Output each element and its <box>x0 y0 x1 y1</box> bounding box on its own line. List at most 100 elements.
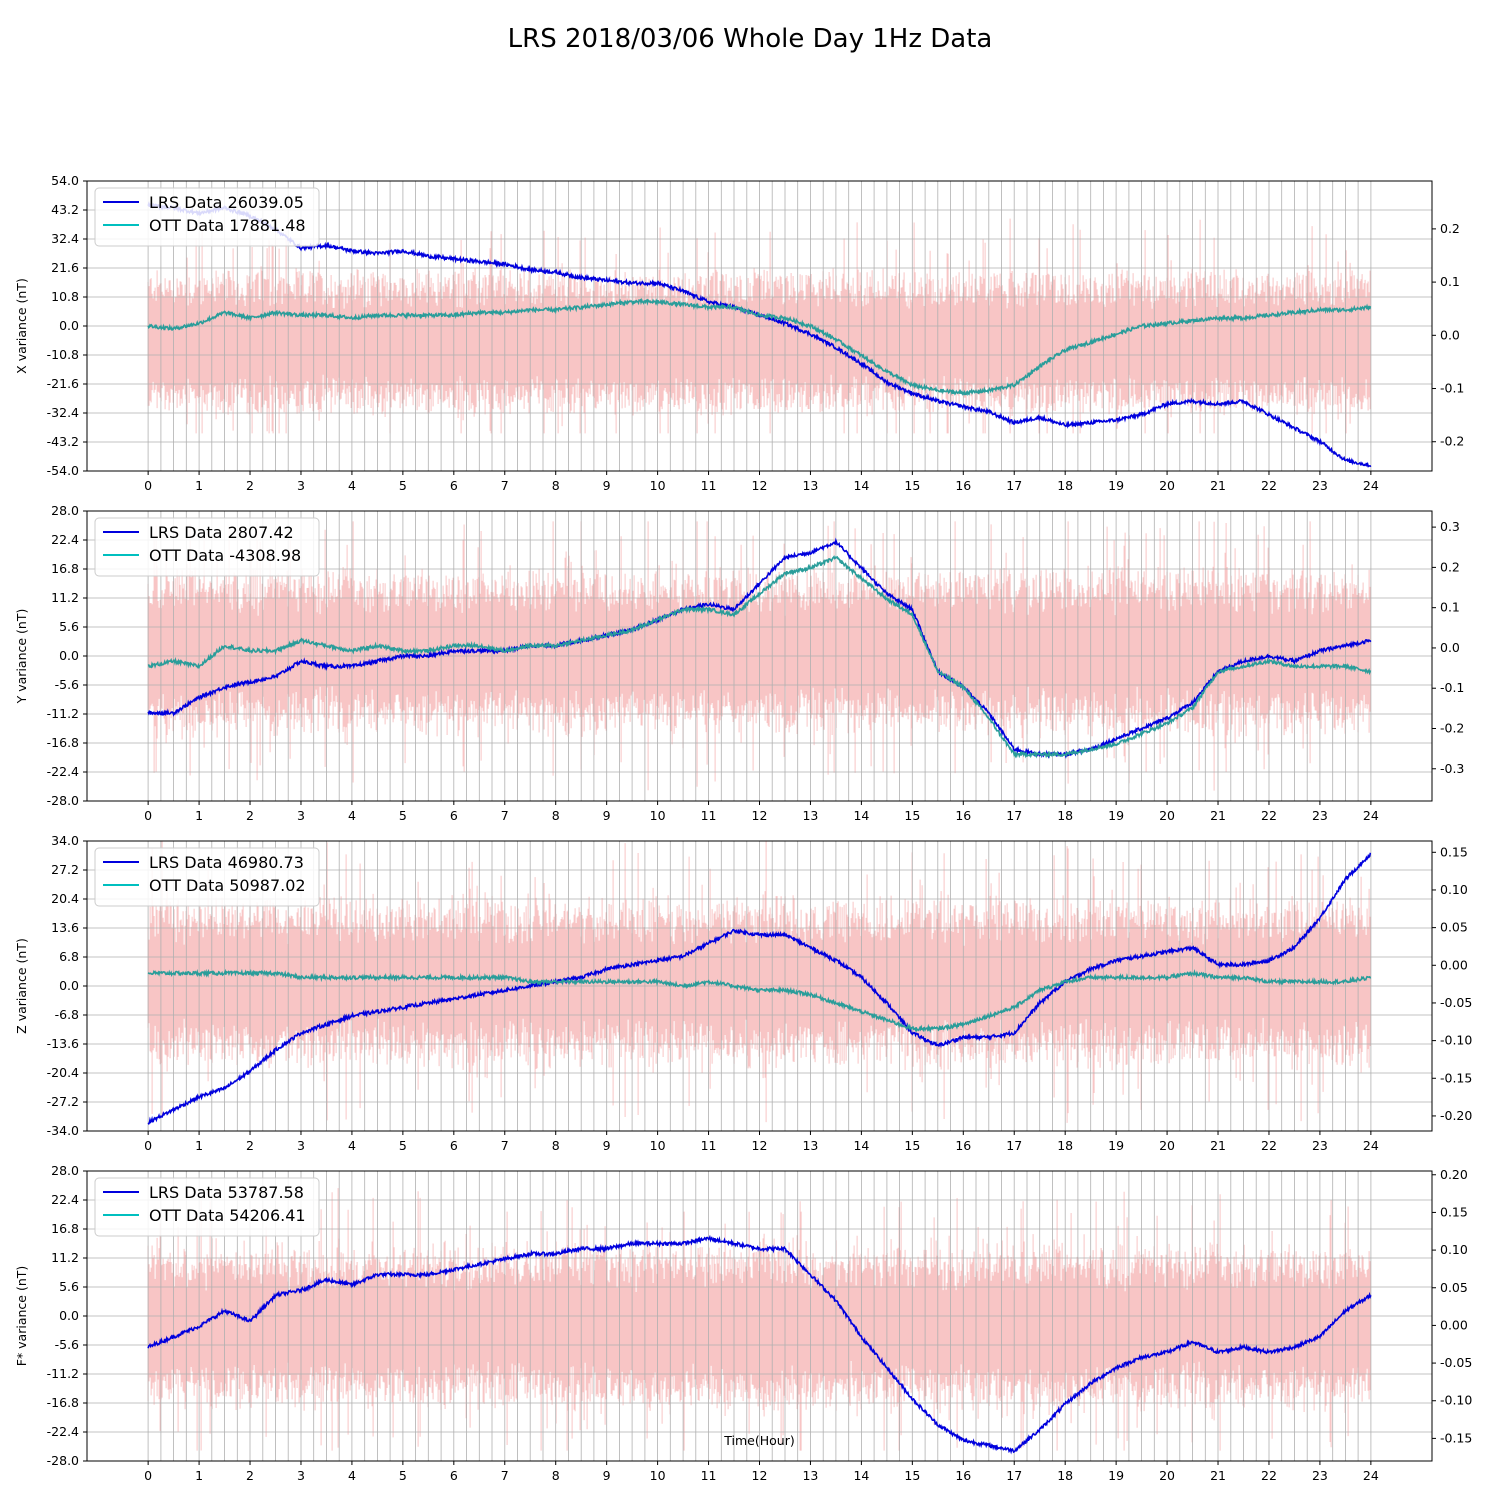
y-tick-label: -16.8 <box>47 735 79 750</box>
series-line-lrs <box>147 1234 1372 1455</box>
x-tick-label: 6 <box>450 1138 458 1153</box>
y2-tick-label: 0.10 <box>1440 1242 1468 1257</box>
x-tick-label: 10 <box>650 1138 666 1153</box>
x-tick-label: 24 <box>1363 1468 1379 1483</box>
x-tick-label: 6 <box>450 808 458 823</box>
y-tick-label: 22.4 <box>51 1192 79 1207</box>
x-tick-label: 23 <box>1312 808 1328 823</box>
x-tick-label: 1 <box>195 1138 203 1153</box>
legend-box <box>94 1177 320 1237</box>
x-tick-label: 21 <box>1210 1138 1226 1153</box>
figure-title: LRS 2018/03/06 Whole Day 1Hz Data <box>507 24 993 54</box>
legend-entry: OTT Data 50987.02 <box>149 876 306 895</box>
series-line-lrs <box>147 537 1372 759</box>
x-tick-label: 8 <box>552 808 560 823</box>
x-tick-label: 12 <box>752 1468 768 1483</box>
series-line-lrs <box>147 852 1372 1126</box>
legend-box <box>94 847 320 907</box>
x-tick-label: 18 <box>1057 478 1073 493</box>
x-tick-label: 3 <box>297 1138 305 1153</box>
x-tick-label: 20 <box>1159 808 1175 823</box>
y-tick-label: 54.0 <box>51 173 79 188</box>
x-tick-label: 21 <box>1210 808 1226 823</box>
x-tick-label: 1 <box>195 808 203 823</box>
series-line-ott <box>147 297 1372 397</box>
x-tick-label: 19 <box>1108 1468 1124 1483</box>
x-tick-label: 14 <box>853 1138 869 1153</box>
y-tick-label: 11.2 <box>51 590 79 605</box>
x-tick-label: 10 <box>650 1468 666 1483</box>
y-tick-label: -22.4 <box>47 1424 79 1439</box>
y-tick-label: -28.0 <box>47 793 79 808</box>
y-tick-label: -6.8 <box>55 1007 79 1022</box>
x-tick-label: 16 <box>955 478 971 493</box>
x-tick-label: 9 <box>603 808 611 823</box>
y-tick-label: -54.0 <box>47 463 79 478</box>
y-tick-label: 5.6 <box>59 1279 79 1294</box>
x-tick-label: 6 <box>450 478 458 493</box>
x-tick-label: 21 <box>1210 478 1226 493</box>
y-tick-label: -28.0 <box>47 1453 79 1468</box>
y-axis-label: Y variance (nT) <box>14 609 29 705</box>
x-tick-label: 24 <box>1363 1138 1379 1153</box>
y-tick-label: 16.8 <box>51 1221 79 1236</box>
y-axis-label: X variance (nT) <box>14 278 29 374</box>
y-tick-label: -13.6 <box>47 1036 79 1051</box>
legend-entry: OTT Data 17881.48 <box>149 216 306 235</box>
x-tick-label: 19 <box>1108 808 1124 823</box>
y2-tick-label: 0.05 <box>1440 1280 1468 1295</box>
x-tick-label: 13 <box>802 1468 818 1483</box>
y2-tick-label: 0.15 <box>1440 1204 1468 1219</box>
x-tick-label: 11 <box>701 1468 717 1483</box>
x-tick-label: 10 <box>650 808 666 823</box>
y-tick-label: -5.6 <box>55 677 79 692</box>
x-tick-label: 20 <box>1159 478 1175 493</box>
x-tick-label: 13 <box>802 808 818 823</box>
y-tick-label: 0.0 <box>59 978 79 993</box>
x-tick-label: 5 <box>399 808 407 823</box>
legend-entry: OTT Data 54206.41 <box>149 1206 306 1225</box>
y-tick-label: 32.4 <box>51 231 79 246</box>
x-tick-label: 17 <box>1006 1468 1022 1483</box>
x-tick-label: 6 <box>450 1468 458 1483</box>
y-tick-label: 6.8 <box>59 949 79 964</box>
series-line-ott <box>147 968 1372 1034</box>
x-tick-label: 23 <box>1312 1138 1328 1153</box>
x-tick-label: 23 <box>1312 478 1328 493</box>
y-tick-label: -20.4 <box>47 1065 79 1080</box>
x-tick-label: 15 <box>904 808 920 823</box>
y2-tick-label: -0.15 <box>1440 1430 1472 1445</box>
y2-tick-label: 0.0 <box>1440 640 1460 655</box>
x-tick-label: 14 <box>853 808 869 823</box>
x-tick-label: 9 <box>603 478 611 493</box>
x-tick-label: 12 <box>752 1138 768 1153</box>
legend-entry: OTT Data -4308.98 <box>149 546 301 565</box>
y2-tick-label: -0.05 <box>1440 995 1472 1010</box>
grid-lines <box>87 840 1432 1132</box>
legend-entry: LRS Data 2807.42 <box>149 523 294 542</box>
x-tick-label: 15 <box>904 1468 920 1483</box>
x-tick-label: 1 <box>195 478 203 493</box>
y-tick-label: 0.0 <box>59 318 79 333</box>
x-tick-label: 11 <box>701 808 717 823</box>
y2-tick-label: 0.10 <box>1440 882 1468 897</box>
x-tick-label: 4 <box>348 1138 356 1153</box>
x-tick-label: 18 <box>1057 1138 1073 1153</box>
x-tick-label: 22 <box>1261 808 1277 823</box>
x-tick-label: 15 <box>904 1138 920 1153</box>
x-tick-label: 2 <box>246 1138 254 1153</box>
x-tick-label: 5 <box>399 1138 407 1153</box>
x-tick-label: 4 <box>348 1468 356 1483</box>
x-tick-label: 1 <box>195 1468 203 1483</box>
y2-tick-label: 0.00 <box>1440 1317 1468 1332</box>
x-tick-label: 4 <box>348 478 356 493</box>
y-tick-label: -16.8 <box>47 1395 79 1410</box>
x-tick-label: 10 <box>650 478 666 493</box>
x-tick-label: 19 <box>1108 1138 1124 1153</box>
y2-tick-label: -0.3 <box>1440 761 1464 776</box>
x-tick-label: 3 <box>297 478 305 493</box>
x-tick-label: 20 <box>1159 1138 1175 1153</box>
legend: LRS Data 53787.58 OTT Data 54206.41 <box>94 1177 320 1237</box>
y-tick-label: 13.6 <box>51 920 79 935</box>
x-tick-label: 8 <box>552 478 560 493</box>
